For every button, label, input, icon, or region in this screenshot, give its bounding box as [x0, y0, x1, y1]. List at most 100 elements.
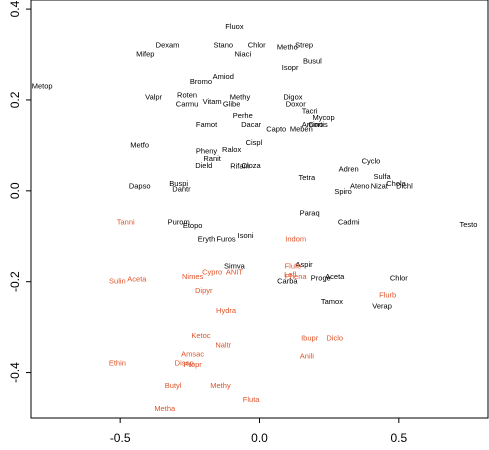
- point-label: Amsac: [181, 349, 204, 358]
- point-label: Metha: [154, 404, 176, 413]
- point-label: Methy: [210, 381, 231, 390]
- point-label: Purom: [168, 218, 190, 227]
- y-tick-label: -0.4: [8, 362, 22, 383]
- point-label: Etopo: [183, 221, 203, 230]
- point-label: Stano: [213, 40, 233, 49]
- x-tick-label: 0.5: [390, 431, 407, 445]
- point-label: Nizat: [371, 181, 389, 190]
- point-label: Strep: [295, 40, 313, 49]
- point-label: Amiod: [213, 72, 234, 81]
- point-label: Dipyr: [195, 286, 213, 295]
- point-label: Dexam: [156, 40, 180, 49]
- y-tick-label: 0.0: [8, 182, 22, 199]
- x-tick-label: -0.5: [110, 431, 131, 445]
- point-label: Cadmi: [338, 218, 360, 227]
- point-label: Verap: [372, 302, 392, 311]
- point-label: Propr: [183, 360, 202, 369]
- point-label: Digox: [283, 93, 302, 102]
- point-label: Eryth: [198, 234, 216, 243]
- point-label: Cispl: [246, 138, 263, 147]
- point-label: Cyclo: [362, 156, 381, 165]
- y-tick-label: -0.2: [8, 271, 22, 292]
- point-label: Proge: [311, 273, 331, 282]
- point-label: Carmu: [176, 99, 199, 108]
- point-label: Flurb: [379, 290, 396, 299]
- point-label: Testo: [460, 220, 478, 229]
- point-label: Fluta: [243, 395, 261, 404]
- point-label: Cortis: [308, 120, 328, 129]
- point-label: ANIT: [226, 268, 244, 277]
- point-label: Meben: [290, 124, 313, 133]
- point-label: Mycop: [313, 113, 335, 122]
- point-label: Buspi: [169, 179, 188, 188]
- point-label: Isoni: [238, 231, 254, 240]
- point-label: Diclo: [326, 333, 343, 342]
- x-tick-label: 0.0: [251, 431, 268, 445]
- point-label: Simva: [224, 262, 246, 271]
- point-label: Dacar: [241, 120, 262, 129]
- point-label: Adren: [339, 164, 359, 173]
- point-label: Furos: [216, 234, 235, 243]
- point-label: Anili: [300, 352, 315, 361]
- point-label: Capto: [266, 124, 286, 133]
- point-label: Aspir: [296, 260, 314, 269]
- point-label: Cloza: [242, 161, 262, 170]
- point-label: Phena: [285, 272, 308, 281]
- point-label: Niaci: [234, 50, 251, 59]
- point-label: Aceta: [325, 272, 345, 281]
- point-label: Metfo: [130, 140, 149, 149]
- point-label: Carba: [277, 277, 298, 286]
- point-label: Tamox: [321, 297, 343, 306]
- point-label: Rifam: [230, 162, 250, 171]
- point-label: Tanni: [117, 218, 135, 227]
- point-label: Naltr: [215, 340, 231, 349]
- point-label: Lefl: [284, 270, 296, 279]
- point-label: Pheny: [196, 146, 218, 155]
- plot-frame: [30, 0, 489, 419]
- point-label: Spiro: [334, 187, 352, 196]
- point-label: Flufe: [285, 262, 302, 271]
- point-label: Busul: [303, 56, 322, 65]
- point-label: Amino: [302, 120, 323, 129]
- point-label: Tetra: [299, 173, 317, 182]
- point-label: Ralox: [222, 145, 241, 154]
- point-label: Chola: [386, 179, 406, 188]
- point-label: Ethin: [109, 358, 126, 367]
- point-label: Dantr: [172, 184, 191, 193]
- point-label: Famot: [196, 120, 218, 129]
- point-label: Paraq: [300, 209, 320, 218]
- point-label: Butyl: [165, 381, 182, 390]
- point-label: Sulin: [109, 277, 126, 286]
- point-label: Vitam: [203, 97, 222, 106]
- point-label: Roten: [177, 90, 197, 99]
- point-label: Chlor: [390, 273, 408, 282]
- point-label: Dield: [195, 161, 212, 170]
- point-label: Bromo: [190, 77, 212, 86]
- point-label: Mifep: [136, 50, 154, 59]
- point-label: Ketoc: [191, 331, 210, 340]
- point-label: Indom: [285, 234, 306, 243]
- point-label: Ranit: [203, 154, 221, 163]
- point-label: Fluox: [225, 22, 244, 31]
- point-label: Sulfa: [374, 172, 392, 181]
- point-label: Dapso: [129, 181, 151, 190]
- y-tick-label: 0.4: [8, 0, 22, 17]
- point-label: Ibupr: [301, 333, 319, 342]
- point-label: Tacri: [302, 106, 318, 115]
- point-label: Chlor: [248, 40, 266, 49]
- point-label: Aceta: [127, 274, 147, 283]
- point-label: Ateno: [350, 181, 370, 190]
- point-label: Disop: [175, 358, 194, 367]
- point-label: Metho: [277, 43, 298, 52]
- point-label: Dichl: [396, 181, 413, 190]
- point-label: Doxor: [286, 99, 307, 108]
- point-label: Isopr: [282, 63, 299, 72]
- point-label: Valpr: [145, 93, 162, 102]
- y-axis: -0.4 -0.2 0.0 0.2 0.4: [8, 0, 31, 383]
- x-axis: -0.5 0.0 0.5: [110, 418, 407, 445]
- point-label: Metop: [32, 81, 53, 90]
- point-label: Cypro: [202, 268, 222, 277]
- point-label: Nimes: [182, 272, 204, 281]
